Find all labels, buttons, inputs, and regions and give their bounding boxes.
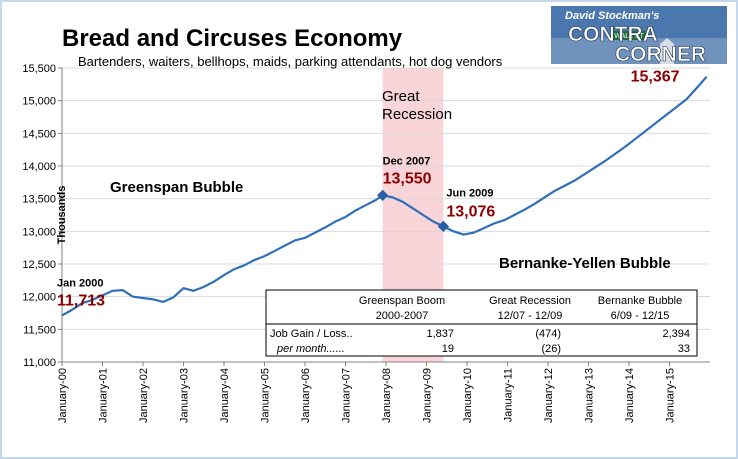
annotation-date-2: Jun 2009 [446,187,493,199]
row1-val1: 1,837 [426,328,454,340]
annotation-value-3: 15,367 [631,69,680,86]
col3-header: Bernanke Bubble [598,295,682,307]
x-tick-label-13: January-13 [584,368,596,423]
y-tick-label-13000: 13,000 [22,226,56,238]
x-tick-label-14: January-14 [624,368,636,423]
x-tick-label-6: January-06 [300,368,312,423]
annotation-date-1: Dec 2007 [383,155,431,167]
row1-val2: (474) [535,328,561,340]
annotation-date-0: Jan 2000 [57,277,103,289]
annotation-marker-2 [437,220,450,233]
y-axis-label: Thousands [56,186,68,245]
recession-label-line1: Great [382,88,420,105]
x-tick-label-2: January-02 [138,368,150,423]
col1-range: 2000-2007 [376,310,429,322]
y-axis-ticks: 11,000 11,500 12,000 12,500 13,000 13,500 14,0… [22,63,62,369]
contra-corner-logo: WALL ST David Stockman's CONTRA CORNER [551,6,727,66]
x-tick-label-11: January-11 [503,368,515,422]
row1-val3: 2,394 [662,328,690,340]
capitol-dome-icon [660,38,674,64]
x-tick-label-4: January-04 [219,368,231,423]
annotation-value-2: 13,076 [446,203,495,220]
x-tick-label-1: January-01 [98,368,110,423]
x-tick-label-10: January-10 [462,368,474,423]
logo-sky [551,38,727,64]
bernanke-yellen-bubble-label: Bernanke-Yellen Bubble [499,255,671,272]
row2-val2: (26) [541,343,561,355]
x-tick-label-5: January-05 [260,368,272,423]
row2-label: per month...... [276,343,345,355]
y-tick-label-11000: 11,000 [23,357,56,369]
y-tick-label-15000: 15,000 [22,96,56,108]
annotation-value-0: 11,713 [57,292,105,309]
y-tick-label-14000: 14,000 [22,161,56,173]
logo-line2: CONTRA [568,23,658,46]
row2-val1: 19 [442,343,454,355]
row1-label: Job Gain / Loss.. [270,328,353,340]
y-tick-label-13500: 13,500 [22,194,56,206]
chart-title: Bread and Circuses Economy [62,25,403,52]
logo-sign-text: WALL ST [614,33,644,40]
stats-table-box [265,289,698,357]
logo-line1: David Stockman's [565,10,659,22]
logo-line3: CORNER [615,43,706,66]
row2-val3: 33 [678,343,690,355]
x-tick-label-7: January-07 [341,368,353,423]
annotation-value-1: 13,550 [383,170,432,187]
axes [61,68,710,363]
y-tick-label-12500: 12,500 [22,259,56,271]
greenspan-bubble-label: Greenspan Bubble [110,179,243,196]
x-tick-label-9: January-09 [422,368,434,423]
x-tick-label-15: January-15 [665,368,677,423]
x-axis-ticks: January-00 January-01 January-02 January-03… [57,362,677,423]
wall-street-sign-icon [612,31,646,40]
col1-header: Greenspan Boom [359,295,445,307]
x-tick-label-3: January-03 [179,368,191,423]
stats-table: Greenspan Boom 2000-2007 Great Recession… [265,289,698,357]
annotation-marker-1 [376,189,389,202]
y-tick-label-12000: 12,000 [22,292,56,304]
y-tick-label-15500: 15,500 [22,63,56,75]
y-tick-label-11500: 11,500 [23,324,56,336]
x-tick-label-8: January-08 [381,368,393,423]
y-tick-label-14500: 14,500 [22,128,56,140]
col2-range: 12/07 - 12/09 [498,310,563,322]
col3-range: 6/09 - 12/15 [611,310,670,322]
col2-header: Great Recession [489,295,571,307]
x-tick-label-12: January-12 [543,368,555,423]
chart-subtitle: Bartenders, waiters, bellhops, maids, pa… [78,54,503,69]
recession-label-line2: Recession [382,106,452,123]
x-tick-label-0: January-00 [57,368,69,423]
